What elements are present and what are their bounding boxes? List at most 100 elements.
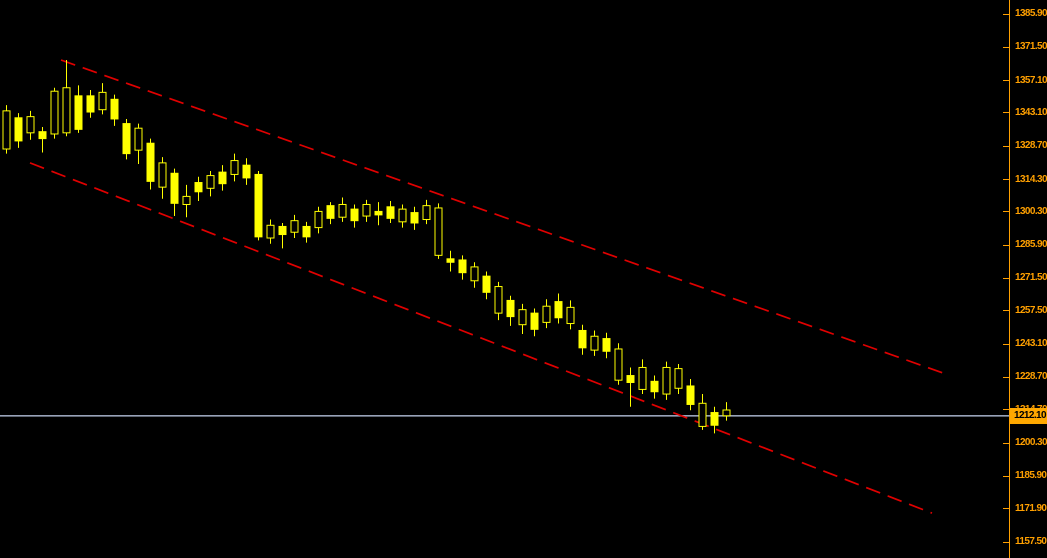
candle-body xyxy=(86,95,95,113)
price-tick-label: 1343.10 xyxy=(1015,106,1047,118)
price-axis-tick xyxy=(1003,46,1009,48)
candle-body xyxy=(578,329,587,349)
candle-body xyxy=(374,210,383,216)
candle-body xyxy=(482,275,491,293)
candle-body xyxy=(602,338,611,352)
price-tick-label: 1257.50 xyxy=(1015,304,1047,316)
candle-body xyxy=(26,116,35,134)
candle-body xyxy=(290,220,299,233)
candle-body xyxy=(338,203,347,218)
candle-body xyxy=(194,182,203,193)
price-axis-tick xyxy=(1003,409,1009,411)
candle-body xyxy=(626,375,635,383)
price-axis-tick xyxy=(1003,244,1009,246)
candle-body xyxy=(410,212,419,224)
candle-body xyxy=(530,312,539,330)
price-axis-tick xyxy=(1003,343,1009,345)
candle-body xyxy=(74,95,83,130)
candle-body xyxy=(542,305,551,323)
price-tick-label: 1271.50 xyxy=(1015,272,1047,284)
candle-body xyxy=(302,225,311,238)
price-axis-tick xyxy=(1003,508,1009,510)
candle-body xyxy=(422,205,431,221)
price-axis-tick xyxy=(1003,376,1009,378)
candle-body xyxy=(638,366,647,390)
candle-body xyxy=(62,87,71,134)
candle-body xyxy=(2,110,11,150)
price-axis-tick xyxy=(1003,310,1009,312)
candle-body xyxy=(158,162,167,188)
price-tick-label: 1314.30 xyxy=(1015,173,1047,185)
price-tick-label: 1300.30 xyxy=(1015,205,1047,217)
price-tick-label: 1228.70 xyxy=(1015,371,1047,383)
price-tick-label: 1357.10 xyxy=(1015,74,1047,86)
candle-body xyxy=(434,207,443,256)
candle-body xyxy=(218,171,227,185)
candle-body xyxy=(506,299,515,318)
price-axis-tick xyxy=(1003,277,1009,279)
price-tick-label: 1157.50 xyxy=(1015,536,1047,547)
candle-body xyxy=(722,409,731,417)
lower-channel-trendline[interactable] xyxy=(29,162,933,514)
candle-body xyxy=(698,402,707,427)
candle-body xyxy=(230,160,239,175)
candle-body xyxy=(38,131,47,140)
current-price-badge: 1212.10 xyxy=(1010,407,1047,424)
candle-body xyxy=(398,208,407,223)
price-axis-tick xyxy=(1003,145,1009,147)
price-tick-label: 1371.50 xyxy=(1015,41,1047,53)
candle-body xyxy=(650,380,659,393)
candle-body xyxy=(470,266,479,282)
price-axis-tick xyxy=(1003,442,1009,444)
candle-body xyxy=(50,90,59,135)
candle-body xyxy=(206,175,215,189)
price-tick-label: 1171.90 xyxy=(1015,502,1047,514)
price-tick-label: 1243.10 xyxy=(1015,338,1047,350)
candle-body xyxy=(314,210,323,229)
upper-channel-trendline[interactable] xyxy=(60,59,944,374)
price-tick-label: 1328.70 xyxy=(1015,140,1047,152)
price-axis-tick xyxy=(1003,541,1009,543)
candle-body xyxy=(98,91,107,111)
candle-body xyxy=(350,208,359,222)
price-axis-tick xyxy=(1003,13,1009,15)
candle-body xyxy=(614,348,623,381)
candle-body xyxy=(146,142,155,182)
candle-body xyxy=(254,173,263,238)
candle-body xyxy=(134,127,143,151)
price-axis-tick xyxy=(1003,179,1009,181)
candle-body xyxy=(242,164,251,179)
candle-body xyxy=(686,385,695,405)
candle-body xyxy=(386,206,395,219)
candle-body xyxy=(554,301,563,319)
price-tick-label: 1385.90 xyxy=(1015,8,1047,19)
candle-body xyxy=(566,306,575,325)
candle-body xyxy=(662,366,671,395)
candle-body xyxy=(182,195,191,205)
price-axis-tick xyxy=(1003,112,1009,114)
price-axis[interactable]: 1385.90 1371.50 1357.10 1343.10 1328.70 1314.… xyxy=(1003,0,1047,558)
candle-body xyxy=(122,123,131,155)
candle-body xyxy=(266,224,275,239)
candle-body xyxy=(590,335,599,351)
price-axis-tick xyxy=(1003,211,1009,213)
candle-body xyxy=(278,225,287,236)
candle-body xyxy=(494,286,503,314)
candle-body xyxy=(710,412,719,426)
price-tick-label: 1200.30 xyxy=(1015,437,1047,449)
candle-body xyxy=(14,117,23,142)
price-tick-label: 1285.90 xyxy=(1015,239,1047,251)
candle-body xyxy=(110,98,119,120)
price-axis-tick xyxy=(1003,80,1009,82)
candle-body xyxy=(518,309,527,326)
candle-body xyxy=(458,259,467,274)
candle-body xyxy=(674,368,683,389)
price-tick-label: 1185.90 xyxy=(1015,470,1047,482)
candle-body xyxy=(170,172,179,204)
candle-body xyxy=(446,258,455,263)
candle-body xyxy=(362,203,371,217)
price-axis-tick xyxy=(1003,475,1009,477)
candle-body xyxy=(326,205,335,219)
